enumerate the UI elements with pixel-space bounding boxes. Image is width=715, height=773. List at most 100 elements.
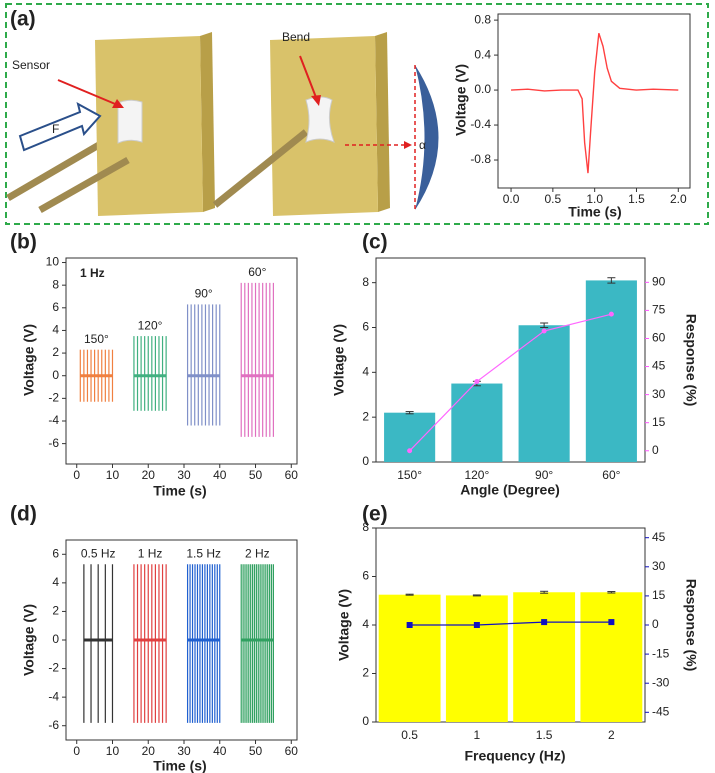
plot-frame: [497, 13, 691, 189]
x-tick-label: 1.5: [536, 728, 553, 742]
y-tick-label: -0.4: [470, 117, 491, 131]
burst-label: 0.5 Hz: [81, 546, 116, 560]
y2-tick-label: -45: [652, 704, 670, 718]
burst-label: 150°: [84, 332, 109, 346]
x-axis-title: Time (s): [153, 483, 206, 499]
x-tick-label: 1.5: [628, 192, 645, 206]
y-tick-label: 8: [362, 275, 369, 289]
panel-label: (c): [362, 231, 388, 254]
y-tick-label: 6: [52, 300, 59, 314]
y2-tick-label: 60: [652, 331, 666, 345]
x-tick-label: 0.0: [503, 192, 520, 206]
y2-tick-label: 45: [652, 530, 666, 544]
y-tick-label: -4: [48, 413, 59, 427]
marker: [608, 311, 614, 317]
x-tick-label: 50: [249, 744, 263, 758]
marker: [541, 619, 548, 626]
y-tick-label: 0: [52, 632, 59, 646]
y-tick-label: -2: [48, 661, 59, 675]
sensor: [117, 99, 143, 144]
rod: [212, 129, 309, 208]
board: [95, 36, 203, 216]
x-tick-label: 10: [106, 744, 120, 758]
pointer-arrow: [57, 79, 121, 107]
x-tick-label: 0: [73, 468, 80, 482]
x-tick-label: 50: [249, 468, 263, 482]
y2-tick-label: -15: [652, 646, 670, 660]
board-side: [375, 32, 390, 212]
sensor-bent: [305, 96, 335, 143]
board-side: [200, 32, 215, 212]
y2-tick-label: 15: [652, 415, 666, 429]
panel-label: (d): [10, 503, 37, 526]
sensor-label: Sensor: [12, 58, 50, 72]
y-tick-label: 0: [362, 714, 369, 728]
x-tick-label: 2: [608, 728, 615, 742]
signal-line: [511, 33, 679, 174]
y-tick-label: 0.0: [474, 82, 491, 96]
burst-label: 60°: [248, 265, 266, 279]
panel-label: (a): [10, 8, 36, 31]
pointer-arrow: [299, 55, 318, 101]
plot-frame: [375, 257, 646, 463]
y-tick-label: 2: [52, 604, 59, 618]
y-tick-label: -0.8: [470, 152, 491, 166]
y-tick-label: 0.8: [474, 12, 491, 26]
x-axis-title: Time (s): [153, 758, 206, 773]
x-tick-label: 60: [285, 468, 299, 482]
marker: [406, 622, 413, 628]
annotation: 1 Hz: [80, 266, 105, 280]
y2-tick-label: 15: [652, 588, 666, 602]
x-tick-label: 0: [73, 744, 80, 758]
y-tick-label: 0: [52, 368, 59, 382]
y2-tick-label: 30: [652, 387, 666, 401]
y-tick-label: 2: [362, 666, 369, 680]
x-axis-title: Angle (Degree): [460, 482, 560, 498]
x-tick-label: 30: [177, 468, 191, 482]
y-axis-title: Voltage (V): [331, 324, 347, 396]
burst-label: 2 Hz: [245, 546, 270, 560]
x-axis-title: Time (s): [568, 204, 621, 220]
bar: [451, 383, 503, 462]
y-tick-label: 8: [362, 520, 369, 534]
y-tick-label: 2: [362, 409, 369, 423]
x-tick-label: 20: [142, 744, 156, 758]
x-tick-label: 0.5: [545, 192, 562, 206]
y-axis-title: Voltage (V): [453, 64, 469, 136]
y-tick-label: 4: [52, 575, 59, 589]
y-tick-label: -6: [48, 718, 59, 732]
panel-label: (e): [362, 503, 388, 526]
y-tick-label: 4: [52, 323, 59, 337]
bent-shape: [415, 65, 439, 210]
y-axis-title: Voltage (V): [336, 589, 352, 661]
y2-axis-title: Response (%): [683, 314, 699, 407]
marker: [407, 448, 413, 454]
y2-tick-label: 75: [652, 303, 666, 317]
y-tick-label: 0.4: [474, 47, 491, 61]
x-tick-label: 1: [474, 728, 481, 742]
burst-label: 90°: [195, 287, 213, 301]
y2-tick-label: 90: [652, 275, 666, 289]
burst-label: 120°: [138, 318, 163, 332]
y2-tick-label: 45: [652, 359, 666, 373]
dashed-head: [404, 141, 412, 149]
bar: [378, 594, 441, 722]
y-tick-label: -2: [48, 391, 59, 405]
y2-tick-label: -30: [652, 675, 670, 689]
y-tick-label: 2: [52, 345, 59, 359]
panel-label: (b): [10, 231, 37, 254]
y-tick-label: 10: [46, 255, 60, 269]
bar: [585, 280, 637, 462]
pointer-head: [311, 95, 321, 106]
x-tick-label: 2.0: [670, 192, 687, 206]
x-tick-label: 30: [177, 744, 191, 758]
y-tick-label: 6: [52, 546, 59, 560]
bend-label: Bend: [282, 30, 310, 44]
marker: [474, 379, 480, 385]
force-label: F: [52, 122, 59, 136]
y-tick-label: -6: [48, 436, 59, 450]
y-tick-label: 6: [362, 320, 369, 334]
rod: [38, 156, 130, 214]
y2-axis-title: Response (%): [683, 579, 699, 672]
